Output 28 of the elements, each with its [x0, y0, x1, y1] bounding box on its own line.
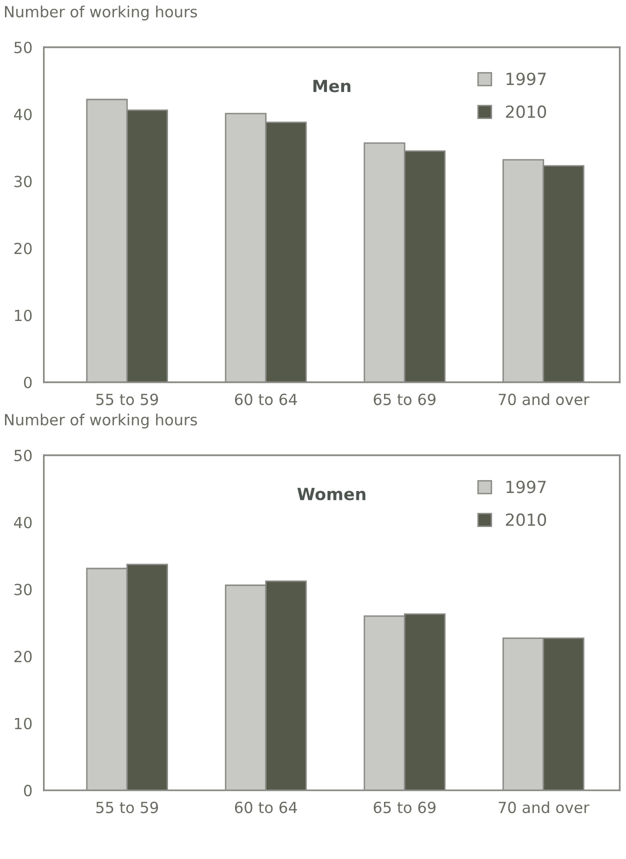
legend-label: 2010: [506, 105, 546, 118]
y-tick-label: 0: [24, 784, 32, 796]
y-tick-label: 10: [14, 310, 32, 322]
x-tick-label: 60 to 64: [234, 394, 297, 406]
x-tick-label: 70 and over: [498, 393, 590, 406]
x-tick-label: 65 to 69: [374, 394, 436, 406]
text: Men: [313, 80, 350, 92]
y-tick-label: 40: [14, 108, 32, 120]
text: Women: [297, 488, 366, 500]
y-tick-label: 50: [14, 450, 32, 462]
y-tick-label: 50: [14, 42, 32, 54]
x-tick-label: 70 and over: [498, 801, 590, 814]
legend-label: 1997: [506, 480, 546, 494]
y-tick-label: 30: [14, 584, 32, 596]
y-axis-title: Number of working hours: [5, 414, 197, 428]
y-tick-label: 0: [24, 376, 32, 388]
y-tick-label: 20: [14, 650, 32, 662]
y-axis-title: Number of working hours: [5, 6, 197, 20]
legend-label: 2010: [506, 513, 546, 526]
y-tick-label: 20: [14, 242, 32, 254]
x-tick-label: 55 to 59: [96, 394, 158, 406]
y-tick-label: 10: [14, 718, 32, 730]
y-tick-label: 40: [14, 516, 32, 528]
x-tick-label: 65 to 69: [374, 802, 436, 814]
legend-label: 1997: [506, 72, 546, 86]
x-tick-label: 55 to 59: [96, 802, 158, 814]
x-tick-label: 60 to 64: [234, 802, 297, 814]
y-tick-label: 30: [14, 176, 32, 188]
